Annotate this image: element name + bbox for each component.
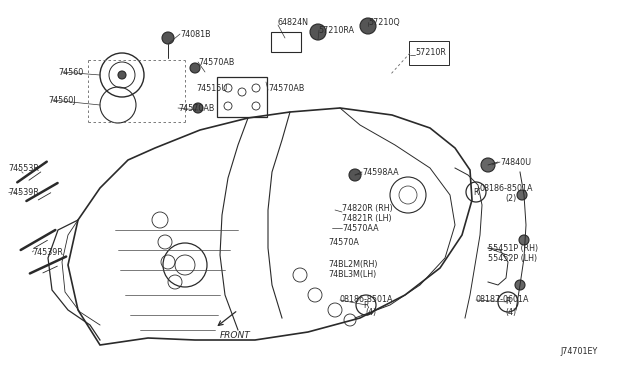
Text: 08187-0601A: 08187-0601A [476,295,529,305]
Text: R: R [474,187,479,196]
Text: 74570AB: 74570AB [268,83,305,93]
Text: 74598AA: 74598AA [362,167,399,176]
Text: R: R [506,298,511,307]
Circle shape [517,190,527,200]
Text: 74BL3M(LH): 74BL3M(LH) [328,269,376,279]
Text: 55452P (LH): 55452P (LH) [488,253,537,263]
Text: 74570A: 74570A [328,237,359,247]
Text: J74701EY: J74701EY [560,347,597,356]
Text: 57210Q: 57210Q [368,17,400,26]
Text: R: R [364,301,369,310]
Circle shape [190,63,200,73]
Text: 57210R: 57210R [415,48,446,57]
Text: 64824N: 64824N [278,17,309,26]
Text: 74515U: 74515U [196,83,227,93]
Text: (4): (4) [505,308,516,317]
Text: (2): (2) [505,193,516,202]
Text: 74570AB: 74570AB [198,58,234,67]
Circle shape [349,169,361,181]
Text: 74081B: 74081B [180,29,211,38]
Text: 74570AA: 74570AA [342,224,379,232]
Text: FRONT: FRONT [220,330,251,340]
Circle shape [162,32,174,44]
Circle shape [193,103,203,113]
Text: 08186-8501A: 08186-8501A [340,295,394,305]
Text: 74840U: 74840U [500,157,531,167]
Text: 74539R: 74539R [8,187,39,196]
Text: (4): (4) [365,308,376,317]
Circle shape [481,158,495,172]
Text: 74821R (LH): 74821R (LH) [342,214,392,222]
Text: 08186-8501A: 08186-8501A [480,183,534,192]
Circle shape [515,280,525,290]
Text: 74560J: 74560J [48,96,76,105]
Circle shape [519,235,529,245]
Circle shape [310,24,326,40]
Text: 55451P (RH): 55451P (RH) [488,244,538,253]
Text: 74570AB: 74570AB [178,103,214,112]
Text: 74553R: 74553R [8,164,39,173]
Text: 74BL2M(RH): 74BL2M(RH) [328,260,378,269]
Text: 74820R (RH): 74820R (RH) [342,203,393,212]
Circle shape [360,18,376,34]
Circle shape [118,71,126,79]
Text: 74539R: 74539R [32,247,63,257]
Text: 57210RA: 57210RA [318,26,354,35]
Text: 74560: 74560 [58,67,83,77]
